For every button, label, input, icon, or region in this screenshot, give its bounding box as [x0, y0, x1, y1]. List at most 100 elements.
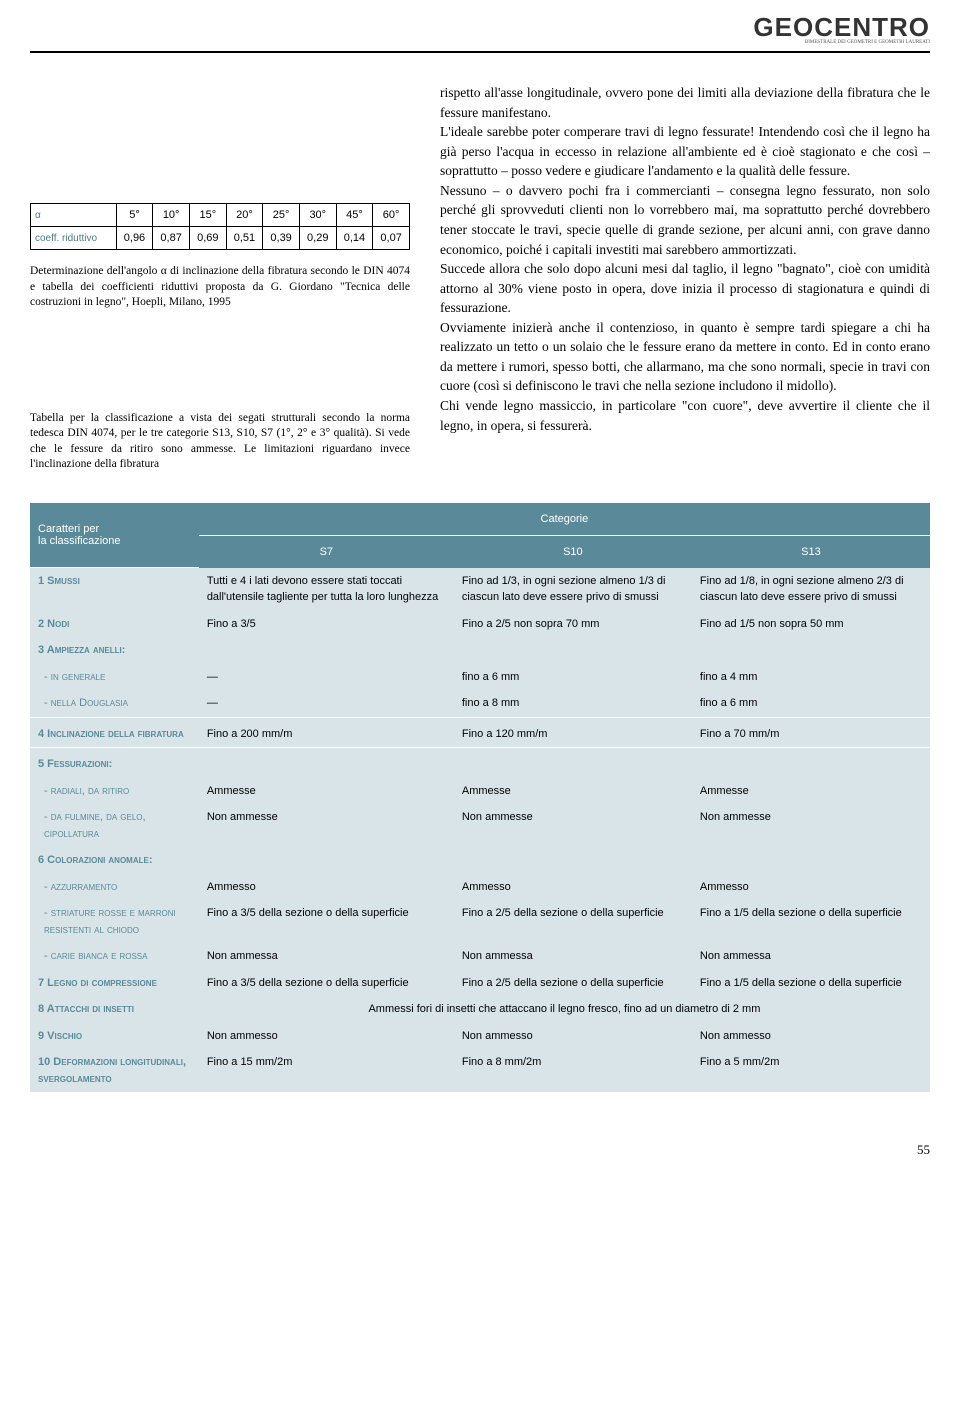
table-cell: 15°: [189, 204, 226, 227]
header-s10: S10: [454, 535, 692, 568]
caption-1: Determinazione dell'angolo α di inclinaz…: [30, 264, 410, 311]
table-cell: Non ammesso: [199, 1023, 454, 1050]
table-row: - azzurramento Ammesso Ammesso Ammesso: [30, 874, 930, 901]
row-label: 4 Inclinazione della fibratura: [30, 717, 199, 748]
table-cell: 60°: [373, 204, 410, 227]
row-label: - striature rosse e marroni resistenti a…: [30, 900, 199, 943]
table-cell: 30°: [299, 204, 336, 227]
table-row: - da fulmine, da gelo, cipollatura Non a…: [30, 804, 930, 847]
table-cell: 0,29: [299, 227, 336, 250]
body-paragraph: Chi vende legno massiccio, in particolar…: [440, 396, 930, 435]
row-label: 10 Deformazioni longitudinali, svergolam…: [30, 1049, 199, 1092]
table-cell: Non ammessa: [199, 943, 454, 970]
table-cell: Non ammesse: [454, 804, 692, 847]
classification-table: Caratteri per la classificazione Categor…: [30, 503, 930, 1093]
row-label: - da fulmine, da gelo, cipollatura: [30, 804, 199, 847]
table-row: 2 Nodi Fino a 3/5 Fino a 2/5 non sopra 7…: [30, 611, 930, 638]
table-cell: fino a 6 mm: [692, 690, 930, 717]
table-cell: 0,39: [263, 227, 300, 250]
left-column: α 5° 10° 15° 20° 25° 30° 45° 60° coeff. …: [30, 83, 410, 473]
table-row: 7 Legno di compressione Fino a 3/5 della…: [30, 970, 930, 997]
table-cell: Fino ad 1/8, in ogni sezione almeno 2/3 …: [692, 568, 930, 611]
row-label: - azzurramento: [30, 874, 199, 901]
table-cell: 45°: [336, 204, 373, 227]
header-categories: Categorie: [199, 503, 930, 536]
table-cell: fino a 6 mm: [454, 664, 692, 691]
table-cell: Fino a 5 mm/2m: [692, 1049, 930, 1092]
table-cell-merged: Ammessi fori di insetti che attaccano il…: [199, 996, 930, 1023]
row-label: - in generale: [30, 664, 199, 691]
table-cell: [692, 748, 930, 778]
header-s13: S13: [692, 535, 930, 568]
body-paragraph: rispetto all'asse longitudinale, ovvero …: [440, 83, 930, 122]
table-cell: Fino a 15 mm/2m: [199, 1049, 454, 1092]
table-cell: Non ammessa: [692, 943, 930, 970]
table-cell: 0,96: [116, 227, 153, 250]
page-number: 55: [30, 1132, 930, 1178]
table-cell: 20°: [226, 204, 263, 227]
table-cell: Ammesso: [199, 874, 454, 901]
table-row: 5 Fessurazioni:: [30, 748, 930, 778]
table-cell: Tutti e 4 i lati devono essere stati toc…: [199, 568, 454, 611]
coefficient-table: α 5° 10° 15° 20° 25° 30° 45° 60° coeff. …: [30, 203, 410, 250]
row-label-alpha: α: [31, 204, 117, 227]
table-cell: 0,87: [153, 227, 190, 250]
table-row: 4 Inclinazione della fibratura Fino a 20…: [30, 717, 930, 748]
table-cell: 0,14: [336, 227, 373, 250]
table-cell: [454, 748, 692, 778]
table-cell: fino a 4 mm: [692, 664, 930, 691]
table-row: 6 Colorazioni anomale:: [30, 847, 930, 874]
table-cell: Fino a 2/5 della sezione o della superfi…: [454, 900, 692, 943]
brand-header: GEOCENTRO BIMESTRALE DEI GEOMETRI E GEOM…: [30, 0, 930, 53]
row-label: - nella Douglasia: [30, 690, 199, 717]
row-label: 1 Smussi: [30, 568, 199, 611]
table-cell: Fino a 2/5 della sezione o della superfi…: [454, 970, 692, 997]
table-cell: Fino ad 1/5 non sopra 50 mm: [692, 611, 930, 638]
table-cell: [199, 748, 454, 778]
row-label: 8 Attacchi di insetti: [30, 996, 199, 1023]
table-cell: Fino a 8 mm/2m: [454, 1049, 692, 1092]
table-cell: Non ammessa: [454, 943, 692, 970]
row-label: 2 Nodi: [30, 611, 199, 638]
table-row: 9 Vischio Non ammesso Non ammesso Non am…: [30, 1023, 930, 1050]
table-cell: [199, 637, 454, 664]
table-row: - radiali, da ritiro Ammesse Ammesse Amm…: [30, 778, 930, 805]
table-row: 3 Ampiezza anelli:: [30, 637, 930, 664]
header-text: Caratteri per: [38, 523, 99, 535]
table-cell: Fino a 2/5 non sopra 70 mm: [454, 611, 692, 638]
row-label: 9 Vischio: [30, 1023, 199, 1050]
table-cell: 5°: [116, 204, 153, 227]
table-row: α 5° 10° 15° 20° 25° 30° 45° 60°: [31, 204, 410, 227]
table-cell: [692, 637, 930, 664]
table-row: 1 Smussi Tutti e 4 i lati devono essere …: [30, 568, 930, 611]
table-cell: Fino a 120 mm/m: [454, 717, 692, 748]
table-cell: Fino a 200 mm/m: [199, 717, 454, 748]
row-label-coeff: coeff. riduttivo: [31, 227, 117, 250]
table-cell: Fino a 1/5 della sezione o della superfi…: [692, 970, 930, 997]
table-cell: —: [199, 664, 454, 691]
table-cell: [692, 847, 930, 874]
table-row: - nella Douglasia — fino a 8 mm fino a 6…: [30, 690, 930, 717]
table-cell: Fino a 70 mm/m: [692, 717, 930, 748]
table-row: coeff. riduttivo 0,96 0,87 0,69 0,51 0,3…: [31, 227, 410, 250]
table-cell: Non ammesso: [454, 1023, 692, 1050]
table-cell: fino a 8 mm: [454, 690, 692, 717]
body-paragraph: Succede allora che solo dopo alcuni mesi…: [440, 259, 930, 318]
table-cell: Fino a 1/5 della sezione o della superfi…: [692, 900, 930, 943]
table-cell: 0,07: [373, 227, 410, 250]
row-label: 3 Ampiezza anelli:: [30, 637, 199, 664]
table-row: 10 Deformazioni longitudinali, svergolam…: [30, 1049, 930, 1092]
table-cell: Fino ad 1/3, in ogni sezione almeno 1/3 …: [454, 568, 692, 611]
right-column: rispetto all'asse longitudinale, ovvero …: [440, 83, 930, 473]
table-cell: —: [199, 690, 454, 717]
table-cell: 25°: [263, 204, 300, 227]
body-paragraph: L'ideale sarebbe poter comperare travi d…: [440, 122, 930, 181]
row-label: - radiali, da ritiro: [30, 778, 199, 805]
two-column-layout: α 5° 10° 15° 20° 25° 30° 45° 60° coeff. …: [30, 83, 930, 473]
table-cell: Ammesse: [454, 778, 692, 805]
table-cell: Ammesso: [454, 874, 692, 901]
body-paragraph: Nessuno – o davvero pochi fra i commerci…: [440, 181, 930, 259]
table-cell: Fino a 3/5: [199, 611, 454, 638]
table-cell: Non ammesse: [199, 804, 454, 847]
table-cell: 10°: [153, 204, 190, 227]
